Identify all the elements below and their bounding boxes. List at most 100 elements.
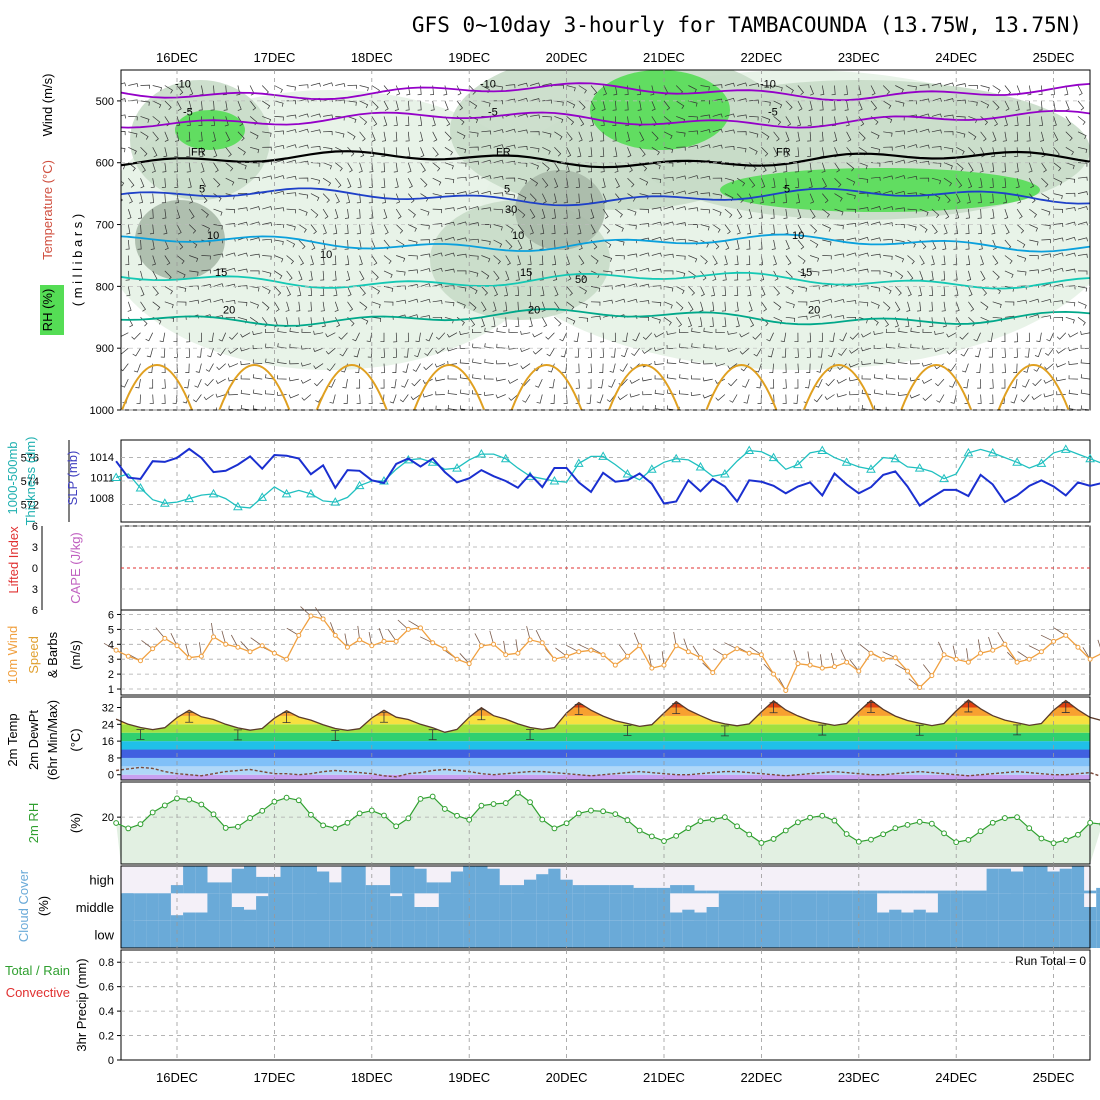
wind-barb xyxy=(1065,177,1076,183)
wind-barb xyxy=(979,162,984,173)
wind-barb xyxy=(846,131,852,142)
wind-barb xyxy=(829,332,835,343)
wind-barb xyxy=(189,270,199,276)
wind-barb xyxy=(599,363,604,373)
wind-barb xyxy=(931,129,942,134)
wind-barb xyxy=(262,255,272,260)
wind-barb xyxy=(870,176,881,181)
cloud-low-bar xyxy=(475,920,488,948)
wind-barb xyxy=(858,236,869,241)
wind-barb xyxy=(785,301,795,309)
wind-barb xyxy=(504,286,509,297)
cloud-middle-bar xyxy=(536,893,549,921)
wind-barb xyxy=(566,85,576,92)
cloud-middle-bar xyxy=(998,893,1011,921)
wind-barb xyxy=(237,162,247,170)
wind-barb xyxy=(297,286,302,297)
cloud-low-bar xyxy=(1047,920,1060,948)
thickness-marker xyxy=(1036,458,1047,467)
slp-tick-label: 1011 xyxy=(90,473,114,485)
wind-barb xyxy=(1080,374,1090,380)
cloud-middle-bar xyxy=(1011,893,1024,921)
thickness-marker xyxy=(939,473,949,483)
wind-barb xyxy=(651,236,662,241)
wind-barb xyxy=(942,317,947,328)
rh2m-marker xyxy=(941,830,947,837)
wind-barb xyxy=(420,147,425,158)
rh2m-tick-label: 20 xyxy=(102,812,114,824)
wind-barb xyxy=(194,378,202,388)
wind-barb xyxy=(481,270,490,280)
wind-barb xyxy=(444,285,455,290)
wind-barb xyxy=(757,394,762,404)
cloud-low-bar xyxy=(256,920,269,948)
wind-barb xyxy=(807,147,812,157)
wind-barb xyxy=(590,85,598,96)
wind-barb xyxy=(919,409,920,410)
wind-barb xyxy=(578,239,583,251)
wind-barb xyxy=(1053,252,1064,257)
cloud-low-bar xyxy=(597,920,610,948)
wind-barb xyxy=(956,146,965,155)
wind-barb xyxy=(205,363,214,372)
wind-barb xyxy=(554,116,564,124)
wind-barb xyxy=(898,358,908,364)
wind-barb xyxy=(698,317,703,328)
wind-barb xyxy=(493,208,503,214)
wind-barb xyxy=(858,207,869,212)
wind-barb xyxy=(139,193,144,204)
wind-barb xyxy=(968,286,973,297)
rh2m-marker xyxy=(880,831,887,838)
wind-barb xyxy=(185,363,190,373)
wind-barb xyxy=(383,286,394,292)
temperature-axis-label: Temperature (°C) xyxy=(40,160,55,260)
wind-barb xyxy=(237,116,244,127)
wind-barb xyxy=(722,286,727,297)
wind-barb xyxy=(611,332,616,343)
wind-barb xyxy=(1065,192,1076,197)
wind10m-tick-label: 1 xyxy=(108,684,114,696)
wind-barb xyxy=(873,405,884,410)
wind-barb xyxy=(809,208,816,219)
wind-barb xyxy=(664,270,674,275)
wind10m-marker xyxy=(393,638,399,644)
wind-barb xyxy=(188,208,195,219)
wind-barb xyxy=(369,162,374,173)
wind-barb xyxy=(1053,267,1064,272)
wind-barb xyxy=(785,131,790,142)
wind-barb xyxy=(834,193,843,202)
wind-barb xyxy=(343,394,348,404)
wind-barb xyxy=(175,193,180,204)
wind-barb xyxy=(931,146,942,151)
slp-tick-label: 1008 xyxy=(90,493,114,505)
wind10m-marker xyxy=(673,643,679,649)
wind-barb xyxy=(807,162,812,173)
rh2m-marker xyxy=(661,838,667,844)
wind-barb xyxy=(907,208,917,214)
wind10m-marker xyxy=(381,638,387,644)
wind-barb xyxy=(639,177,649,186)
wind-barb xyxy=(882,85,890,95)
wind-barb xyxy=(459,359,470,364)
wind-barb xyxy=(700,114,711,119)
rh2m-marker xyxy=(563,820,570,827)
wind-barb xyxy=(761,301,767,312)
wind-barb xyxy=(641,377,652,382)
lifted-index-label: Lifted Index xyxy=(6,526,21,594)
isotherm-label: -5 xyxy=(488,106,498,118)
cloud-low-bar xyxy=(706,920,719,948)
wind-barb xyxy=(676,206,687,211)
wind-barb xyxy=(688,286,695,296)
wind-barb xyxy=(121,347,129,355)
wind-barb xyxy=(396,285,406,290)
wind-barb xyxy=(249,100,257,111)
wind-barb xyxy=(444,268,455,273)
thickness-tick-label: 572 xyxy=(21,499,39,511)
wind-barb xyxy=(481,175,492,180)
wind-barb xyxy=(265,390,275,395)
wind-barb xyxy=(1014,162,1019,173)
cloud-middle-bar xyxy=(292,893,305,921)
wind-barb xyxy=(621,348,628,358)
wind-barb xyxy=(817,348,823,358)
